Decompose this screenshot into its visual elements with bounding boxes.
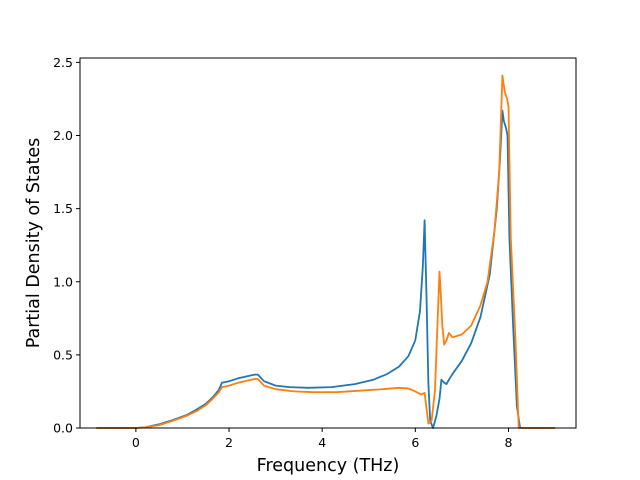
y-tick-label: 2.5 (53, 55, 73, 70)
y-tick-label: 0.0 (53, 421, 73, 436)
x-axis-label: Frequency (THz) (257, 456, 400, 476)
y-tick-label: 1.0 (53, 274, 73, 289)
y-tick-label: 1.5 (53, 201, 73, 216)
x-tick-label: 4 (318, 435, 326, 450)
x-tick-label: 6 (411, 435, 419, 450)
y-tick-label: 2.0 (53, 128, 73, 143)
plot-frame (79, 57, 577, 429)
x-axis: 0 2 4 6 8 (132, 428, 512, 450)
x-tick-label: 8 (504, 435, 512, 450)
y-tick-label: 0.5 (53, 347, 73, 362)
y-axis: 0.0 0.5 1.0 1.5 2.0 2.5 (53, 55, 80, 436)
y-axis-label: Partial Density of States (24, 138, 44, 349)
series-layer (96, 74, 555, 429)
x-tick-label: 0 (132, 435, 140, 450)
x-tick-label: 2 (225, 435, 233, 450)
series-line-1 (96, 74, 555, 429)
